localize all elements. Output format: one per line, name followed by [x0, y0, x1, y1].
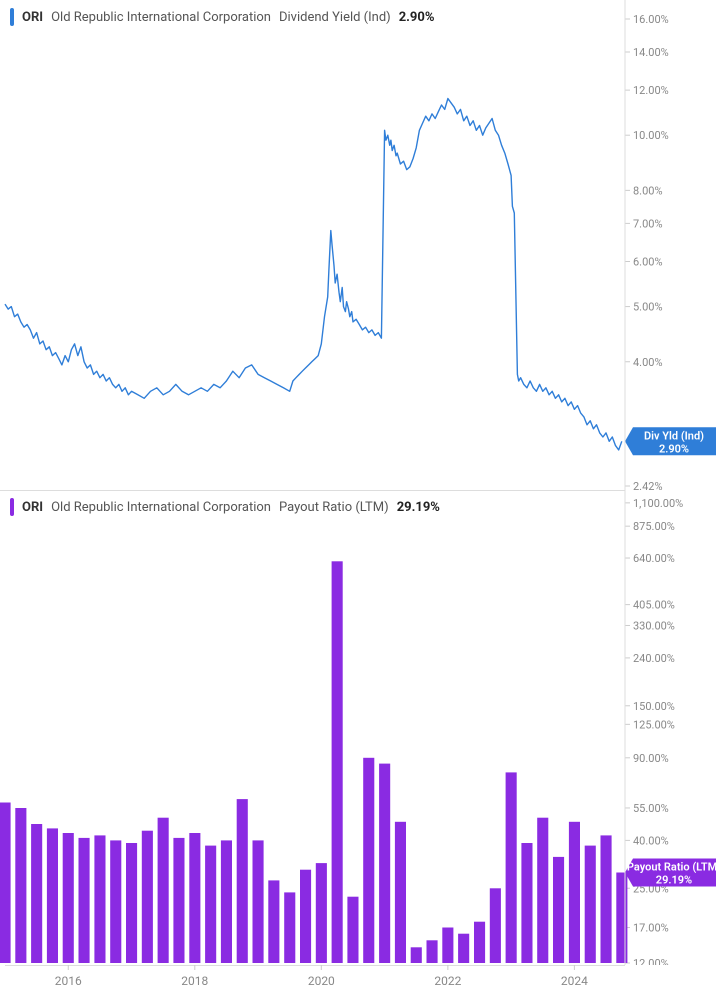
svg-text:29.19%: 29.19% — [656, 873, 692, 886]
svg-text:4.00%: 4.00% — [633, 356, 663, 369]
svg-text:875.00%: 875.00% — [633, 520, 675, 533]
svg-text:Payout Ratio (LTM): Payout Ratio (LTM) — [627, 860, 717, 873]
svg-text:150.00%: 150.00% — [633, 700, 675, 713]
ticker-symbol: ORI — [22, 500, 43, 515]
dividend-yield-chart[interactable]: 2.42% 4.00% 5.00% 6.00% 7.00% 8.00% 10.00% 12.0… — [0, 0, 717, 490]
payout-ratio-chart[interactable]: 12.00%17.00%25.00%40.00%55.00%90.00%125.… — [0, 490, 717, 965]
svg-text:5.00%: 5.00% — [633, 301, 663, 314]
svg-text:1,100.00%: 1,100.00% — [633, 497, 683, 510]
svg-text:Div Yld (Ind): Div Yld (Ind) — [644, 429, 704, 442]
svg-text:6.00%: 6.00% — [633, 255, 663, 268]
x-axis: 2016 2018 2020 2022 2024 — [0, 965, 717, 1005]
svg-text:16.00%: 16.00% — [633, 13, 669, 26]
metric-value: 29.19% — [397, 500, 440, 515]
ticker-symbol: ORI — [22, 10, 43, 25]
metric-label: Dividend Yield (Ind) — [279, 10, 391, 25]
svg-text:2024: 2024 — [561, 974, 588, 988]
svg-text:40.00%: 40.00% — [633, 834, 669, 847]
panel2-header: ORI Old Republic International Corporati… — [6, 496, 444, 518]
svg-text:405.00%: 405.00% — [633, 599, 675, 612]
payout-ratio-panel: ORI Old Republic International Corporati… — [0, 490, 717, 965]
metric-value: 2.90% — [399, 10, 435, 25]
svg-text:14.00%: 14.00% — [633, 46, 669, 59]
ticker-color-bar — [10, 498, 14, 516]
svg-text:7.00%: 7.00% — [633, 217, 663, 230]
svg-text:55.00%: 55.00% — [633, 802, 669, 815]
svg-text:12.00%: 12.00% — [633, 957, 669, 965]
svg-text:10.00%: 10.00% — [633, 129, 669, 142]
svg-text:2018: 2018 — [181, 974, 208, 988]
svg-text:240.00%: 240.00% — [633, 652, 675, 665]
dividend-yield-panel: ORI Old Republic International Corporati… — [0, 0, 717, 490]
svg-text:125.00%: 125.00% — [633, 718, 675, 731]
svg-text:90.00%: 90.00% — [633, 752, 669, 765]
svg-text:330.00%: 330.00% — [633, 619, 675, 632]
metric-label: Payout Ratio (LTM) — [279, 500, 389, 515]
svg-text:12.00%: 12.00% — [633, 84, 669, 97]
company-name: Old Republic International Corporation — [51, 10, 271, 25]
svg-text:2016: 2016 — [55, 974, 82, 988]
company-name: Old Republic International Corporation — [51, 500, 271, 515]
svg-text:2.90%: 2.90% — [659, 442, 689, 455]
ticker-color-bar — [10, 8, 14, 26]
svg-text:2022: 2022 — [434, 974, 461, 988]
svg-text:8.00%: 8.00% — [633, 184, 663, 197]
svg-text:2.42%: 2.42% — [633, 480, 663, 490]
svg-text:640.00%: 640.00% — [633, 552, 675, 565]
panel1-header: ORI Old Republic International Corporati… — [6, 6, 438, 28]
svg-text:17.00%: 17.00% — [633, 922, 669, 935]
svg-text:2020: 2020 — [308, 974, 335, 988]
